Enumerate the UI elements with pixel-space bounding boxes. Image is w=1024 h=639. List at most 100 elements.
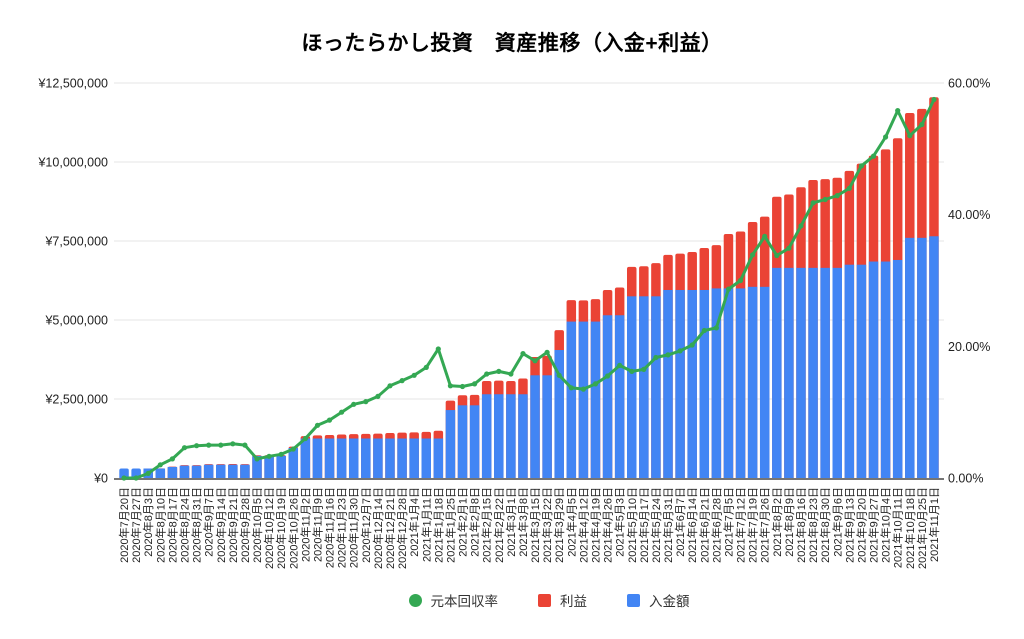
recovery-rate-point <box>242 442 248 448</box>
recovery-rate-point <box>121 475 127 481</box>
x-axis-date-label: 2020年10月19日 <box>274 487 288 569</box>
bar-deposit <box>530 375 540 478</box>
recovery-rate-point <box>411 372 417 378</box>
x-axis-date-label: 2021年6月21日 <box>697 487 711 563</box>
bar-deposit <box>409 438 419 478</box>
bar-deposit <box>312 438 323 478</box>
x-axis-date-label: 2020年12月21日 <box>383 487 397 569</box>
y-axis-left-tick-label: ¥2,500,000 <box>44 393 108 407</box>
y-axis-right-tick-label: 20.00% <box>948 340 990 354</box>
bar-deposit <box>687 289 697 478</box>
bar-deposit <box>155 468 166 478</box>
bar-deposit <box>348 438 359 478</box>
deposit-marker-icon <box>627 593 640 607</box>
recovery-rate-point <box>230 441 236 447</box>
bar-deposit <box>397 438 407 478</box>
y-axis-left-tick-label: ¥12,500,000 <box>37 77 108 91</box>
x-axis-date-label: 2020年9月21日 <box>226 487 240 563</box>
bar-deposit <box>494 394 504 478</box>
recovery-rate-point <box>484 371 490 377</box>
x-axis-date-label: 2021年3月1日 <box>504 487 518 557</box>
bar-deposit <box>542 375 552 478</box>
recovery-rate-point <box>713 325 720 331</box>
x-axis-date-label: 2021年5月3日 <box>613 487 627 557</box>
bar-deposit <box>276 455 286 478</box>
bar-deposit <box>929 236 939 478</box>
x-axis-date-label: 2020年10月5日 <box>250 487 264 563</box>
x-axis-date-label: 2020年8月31日 <box>190 487 204 563</box>
recovery-rate-point <box>701 327 707 334</box>
bar-deposit <box>880 261 891 478</box>
recovery-rate-point <box>653 354 659 361</box>
recovery-rate-point <box>157 462 163 468</box>
recovery-rate-point <box>605 373 611 379</box>
bar-deposit <box>373 438 383 478</box>
x-axis-date-label: 2021年2月22日 <box>492 487 506 563</box>
x-axis-date-label: 2020年10月26日 <box>286 487 300 569</box>
x-axis-date-label: 2021年11月1日 <box>927 487 941 562</box>
bar-deposit <box>892 259 903 478</box>
x-axis-date-label: 2021年2月15日 <box>480 487 494 563</box>
recovery-rate-point <box>883 134 889 140</box>
recovery-rate-point <box>919 121 925 128</box>
x-axis-date-label: 2021年4月5日 <box>564 487 578 557</box>
bar-deposit <box>651 296 661 478</box>
bar-deposit <box>554 350 564 478</box>
x-axis-date-label: 2020年12月28日 <box>395 487 409 569</box>
x-axis-date-label: 2021年3月15日 <box>528 487 542 563</box>
recovery-rate-point <box>375 393 381 399</box>
bar-deposit <box>602 315 613 478</box>
x-axis-date-label: 2021年7月5日 <box>721 487 735 557</box>
bar-deposit <box>216 464 226 478</box>
x-axis-date-label: 2021年5月10日 <box>625 487 639 563</box>
recovery-rate-point <box>496 368 502 374</box>
bar-deposit <box>228 464 238 478</box>
y-axis-left-tick-label: ¥10,000,000 <box>37 156 108 170</box>
x-axis-date-label: 2021年4月19日 <box>588 487 602 563</box>
recovery-rate-point <box>895 108 901 114</box>
recovery-rate-point <box>290 446 296 452</box>
recovery-rate-point <box>266 453 272 459</box>
profit-marker-icon <box>538 593 551 607</box>
x-axis-date-label: 2021年5月24日 <box>649 487 663 563</box>
bar-deposit <box>566 321 577 478</box>
x-axis-date-label: 2021年10月25日 <box>915 487 929 569</box>
x-axis-date-label: 2020年11月23日 <box>335 487 349 568</box>
x-axis-date-label: 2021年9月20日 <box>854 487 868 563</box>
recovery-rate-point <box>665 352 671 358</box>
recovery-rate-point <box>326 417 333 423</box>
recovery-rate-point <box>399 378 405 384</box>
recovery-rate-point <box>568 385 574 391</box>
recovery-rate-point <box>834 193 840 199</box>
bar-deposit <box>457 405 468 478</box>
bar-deposit <box>723 288 734 478</box>
x-axis-date-label: 2021年7月26日 <box>758 487 772 563</box>
recovery-rate-point <box>580 386 587 392</box>
x-axis-date-label: 2021年7月19日 <box>746 487 760 563</box>
x-axis-date-label: 2021年4月12日 <box>576 487 590 563</box>
bar-deposit <box>699 289 710 478</box>
y-axis-right-tick-label: 60.00% <box>948 77 990 91</box>
x-axis-date-label: 2020年8月10日 <box>153 487 167 563</box>
bar-deposit <box>385 438 395 478</box>
bar-deposit <box>518 394 528 478</box>
x-axis-date-label: 2021年8月16日 <box>794 487 808 563</box>
recovery-rate-point <box>629 368 635 374</box>
bar-deposit <box>469 405 480 478</box>
x-axis-date-label: 2021年10月4日 <box>879 487 893 563</box>
y-axis-left-tick-label: ¥7,500,000 <box>44 235 108 249</box>
bar-deposit <box>421 438 431 478</box>
recovery-rate-point <box>725 286 732 292</box>
x-axis-date-label: 2021年6月7日 <box>673 487 687 557</box>
x-axis-date-label: 2020年11月9日 <box>310 487 324 562</box>
bar-deposit <box>614 315 625 478</box>
recovery-rate-point <box>846 185 852 191</box>
recovery-rate-point <box>786 245 792 251</box>
x-axis-date-label: 2021年2月8日 <box>468 487 482 557</box>
recovery-rate-point <box>435 346 441 352</box>
x-axis-date-label: 2021年9月6日 <box>830 487 844 557</box>
x-axis-date-label: 2021年5月31日 <box>661 487 675 563</box>
bar-deposit <box>856 264 867 478</box>
recovery-rate-point <box>544 349 550 355</box>
